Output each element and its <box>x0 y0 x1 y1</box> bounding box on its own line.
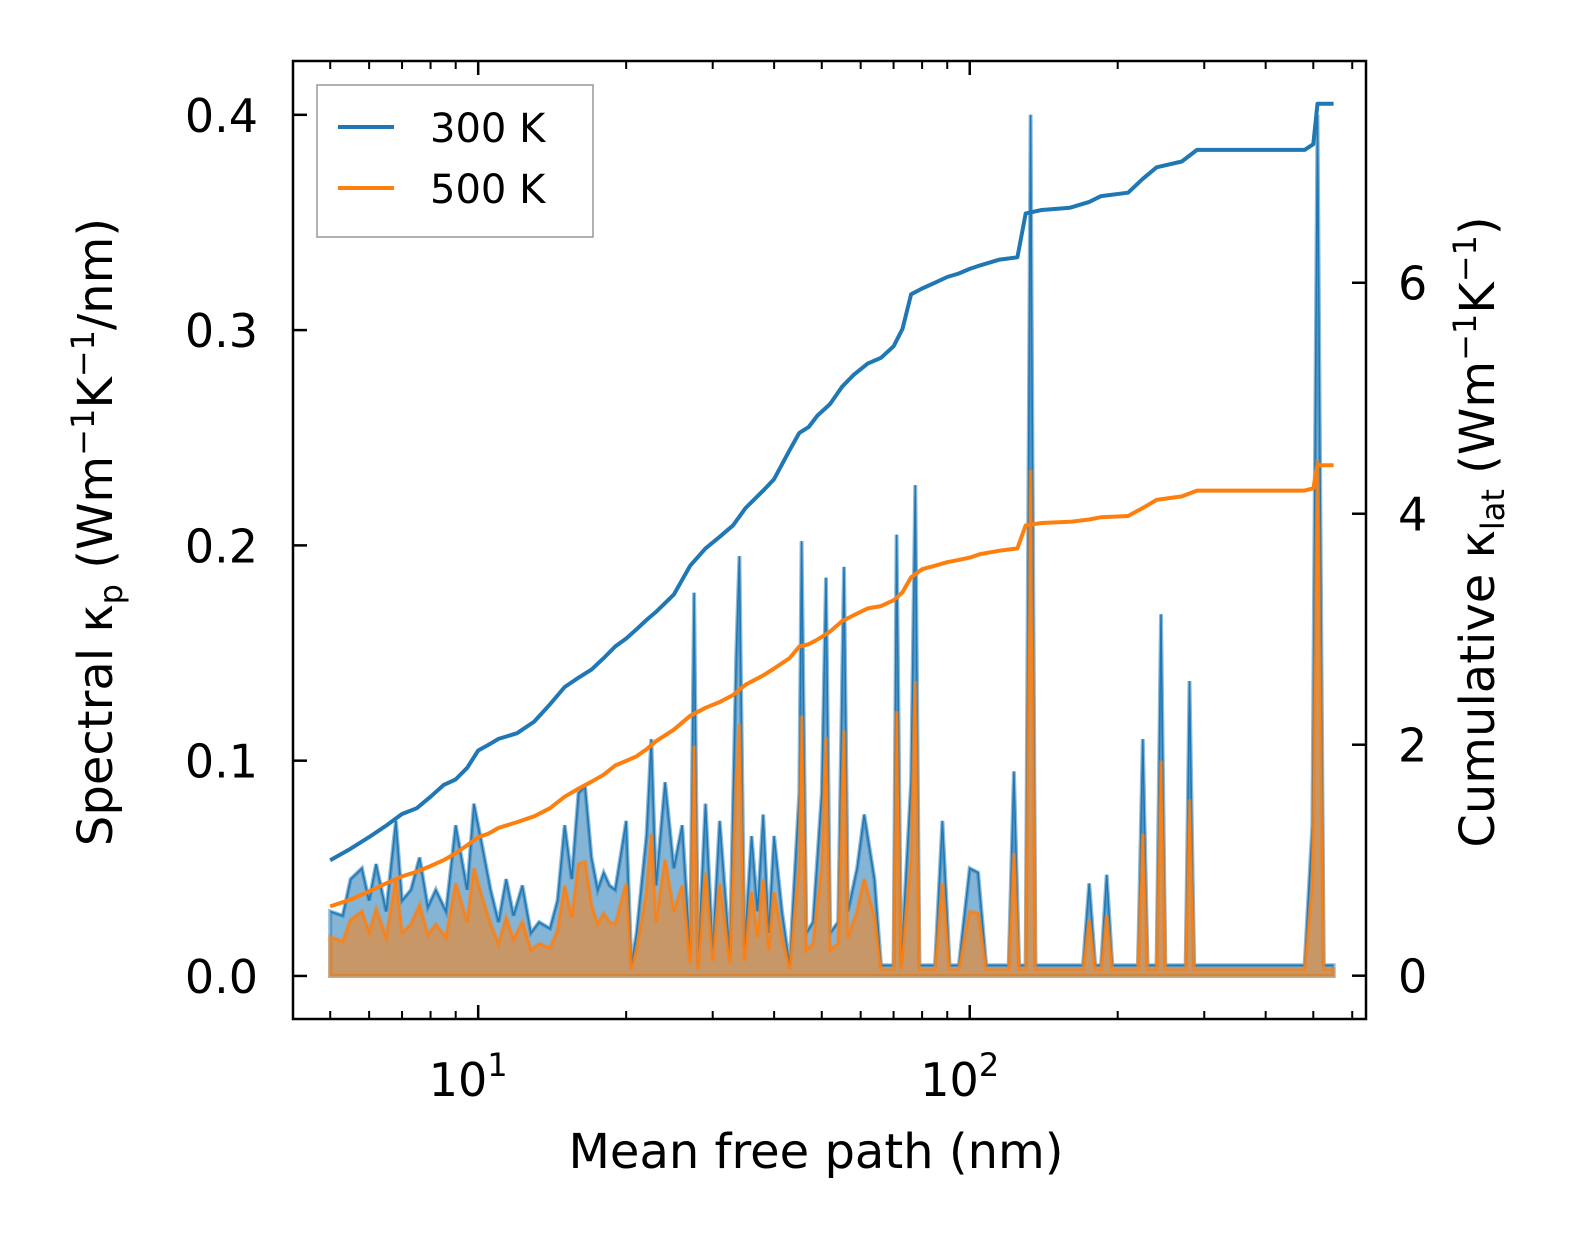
x-axis-title: Mean free path (nm) <box>569 1124 1064 1180</box>
x-tick-label: 101 <box>429 1046 508 1107</box>
y-right-tick-label: 6 <box>1398 257 1427 311</box>
plot-area <box>328 101 1336 978</box>
y-right-tick-label: 0 <box>1398 950 1427 1004</box>
y-left-tick-label: 0.1 <box>185 735 258 789</box>
spectral-area-300k <box>328 114 1336 978</box>
spectral-area-500k <box>328 459 1336 978</box>
legend-label-300k: 300 K <box>430 106 547 152</box>
y-left-tick-label: 0.4 <box>185 89 258 143</box>
y-right-tick-label: 2 <box>1398 719 1427 773</box>
y-left-tick-label: 0.3 <box>185 304 258 358</box>
axis-ticks <box>293 61 1366 1019</box>
cumulative-line-300k <box>329 101 1334 862</box>
y-left-tick-label: 0.0 <box>185 950 258 1004</box>
legend: 300 K 500 K <box>316 84 594 238</box>
legend-label-500k: 500 K <box>430 167 547 213</box>
axes-frame <box>291 59 1368 1021</box>
spectral-line-500k <box>329 459 1334 971</box>
y-right-tick-label: 4 <box>1398 488 1427 542</box>
legend-box <box>316 84 594 238</box>
y-left-tick-label: 0.2 <box>185 519 258 573</box>
y-axis-right-title: Cumulative κlat (Wm−1K−1) <box>1446 216 1512 847</box>
y-axis-left-title: Spectral κp (Wm−1K−1/nm) <box>64 218 130 846</box>
x-tick-label: 102 <box>920 1046 999 1107</box>
cumulative-line-500k <box>329 463 1334 909</box>
